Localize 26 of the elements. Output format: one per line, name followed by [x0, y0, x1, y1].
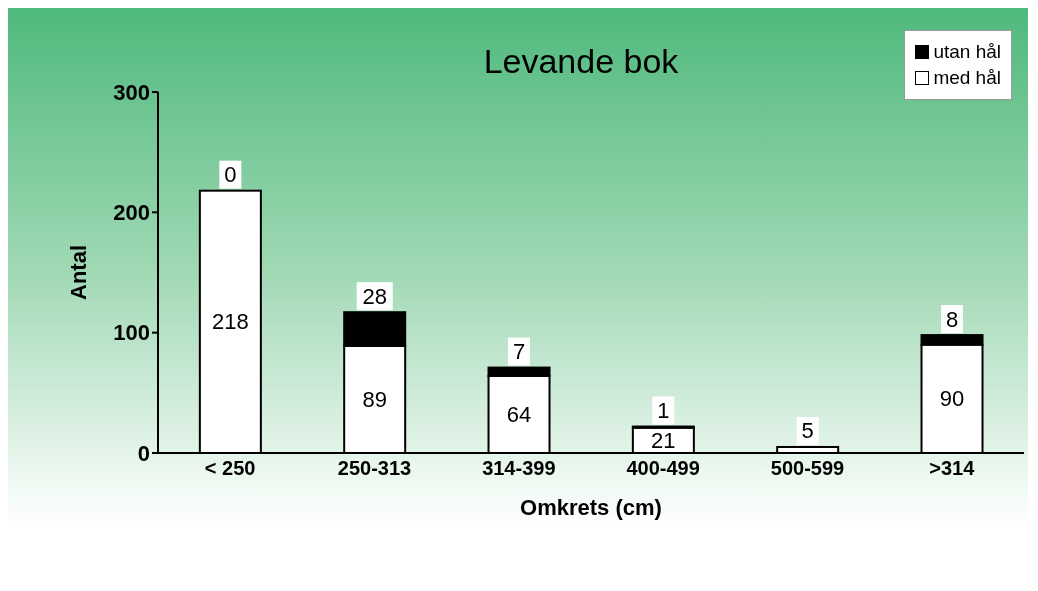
x-tick-label: 314-399: [482, 457, 556, 480]
x-tick-label: 250-313: [337, 457, 412, 480]
data-label: 0: [224, 162, 237, 188]
x-tick-label: 500-599: [770, 457, 845, 480]
data-label: 5: [801, 418, 814, 444]
x-tick-label: < 250: [204, 457, 256, 480]
y-tick-label: 200: [113, 200, 150, 226]
data-label: 218: [212, 309, 249, 335]
y-tick-label: 0: [137, 440, 150, 466]
x-axis-title: Omkrets (cm): [520, 495, 662, 520]
y-tick-label: 100: [113, 320, 150, 346]
data-label: 21: [651, 427, 676, 453]
chart-title: Levande bok: [483, 42, 679, 80]
legend-label: utan hål: [933, 41, 1001, 63]
data-label: 89: [362, 386, 387, 412]
data-label: 1: [657, 398, 670, 424]
x-tick-label: 400-499: [626, 457, 700, 480]
data-label: 8: [945, 306, 959, 332]
data-label: 90: [939, 386, 965, 412]
y-axis-title: Antal: [65, 245, 91, 300]
data-label: 7: [512, 339, 526, 365]
y-tick-label: 300: [113, 79, 150, 105]
x-tick-label: >314: [929, 457, 976, 480]
data-label: 28: [362, 283, 387, 309]
legend-label: med hål: [933, 67, 1001, 89]
data-label: 64: [506, 401, 532, 427]
